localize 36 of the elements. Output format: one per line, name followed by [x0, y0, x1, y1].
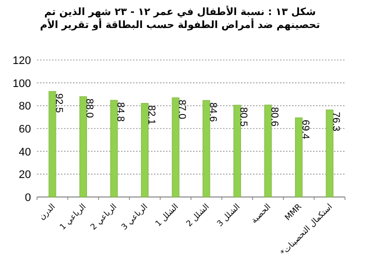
data-label: 76.3: [330, 112, 342, 132]
x-tick-label: 2 الرباعي: [88, 202, 118, 232]
x-tick-label: 3 الشلل: [215, 202, 242, 228]
x-tick-label: 2 الشلل: [184, 202, 211, 228]
chart-title: شكل ١٣ : نسبة الأطفال في عمر ١٢ - ٢٣ شهر الذين تم تحصينهم ضد أمراض الطفولة حسب البطاقة أو تقرير الأم: [39, 6, 321, 32]
bar: [295, 118, 303, 198]
data-label: 84.8: [114, 102, 126, 122]
x-tick-label: 1 الشلل: [154, 202, 180, 228]
x-tick-label: الحصبة: [249, 202, 272, 226]
bar: [141, 103, 149, 198]
bar: [264, 104, 272, 198]
data-label: 69.4: [299, 120, 310, 140]
x-tick-label: الدرن: [37, 202, 57, 222]
data-label: 80.5: [238, 107, 249, 127]
y-tick-label: 0: [24, 192, 31, 204]
bar: [48, 91, 56, 198]
y-tick-label: 100: [12, 78, 31, 90]
bar: [79, 96, 87, 198]
y-tick-label: 40: [18, 146, 31, 158]
x-tick-label: 1 الرباعي: [58, 202, 88, 232]
bar: [326, 110, 334, 198]
y-tick-label: 60: [18, 124, 31, 136]
data-label: 88.0: [84, 98, 95, 118]
data-label: 80.6: [268, 106, 280, 127]
data-label: 84.6: [206, 102, 218, 122]
x-tick-label: 3 الرباعي: [120, 202, 150, 232]
y-tick-label: 120: [12, 55, 31, 67]
data-label: 82.1: [145, 105, 156, 126]
y-tick-label: 80: [18, 100, 31, 113]
bar: [110, 100, 118, 198]
data-label: 92.5: [52, 93, 64, 114]
bar: [202, 100, 210, 198]
y-tick-label: 20: [18, 169, 31, 182]
data-label: 87.0: [176, 100, 188, 120]
bar: [233, 104, 241, 198]
bar: [172, 97, 180, 198]
